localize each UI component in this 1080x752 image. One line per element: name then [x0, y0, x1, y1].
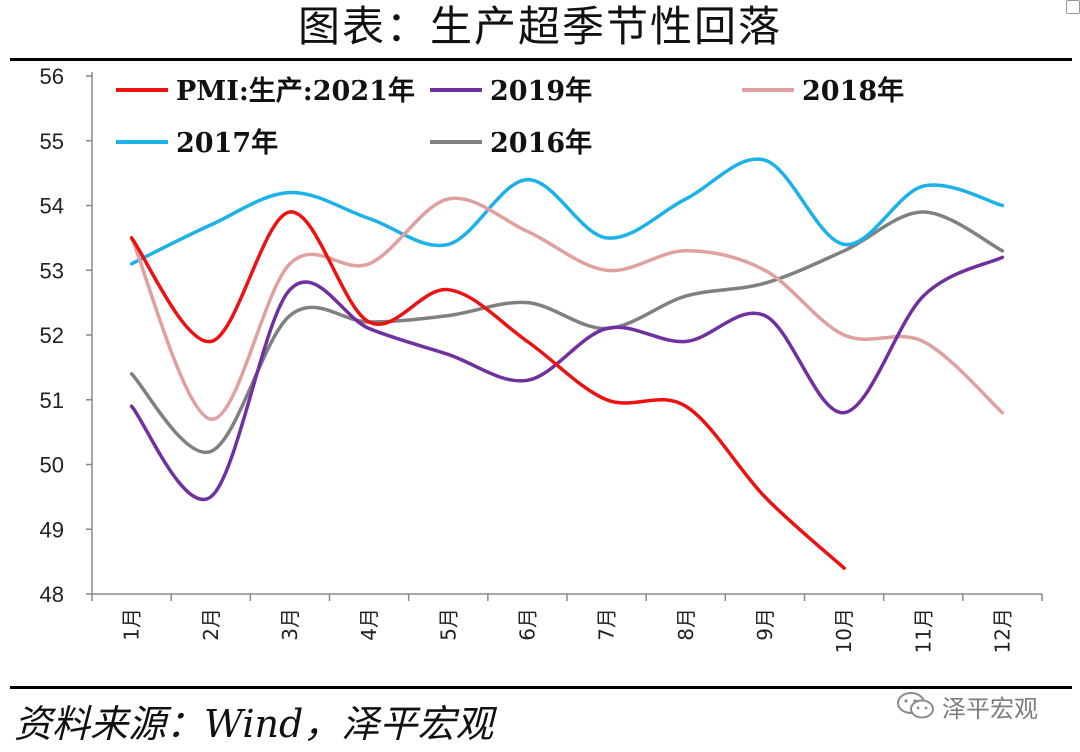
y-tick-label: 51	[40, 388, 64, 413]
legend-label: PMI:生产:2021年	[176, 75, 415, 107]
x-tick-label: 11月	[911, 608, 935, 653]
y-tick-label: 52	[40, 323, 64, 348]
chart-title: 图表：生产超季节性回落	[297, 2, 782, 51]
legend-label: 2017年	[176, 127, 278, 159]
y-tick-label: 56	[40, 64, 64, 89]
x-tick-label: 9月	[753, 608, 777, 641]
y-tick-label: 55	[40, 129, 64, 154]
top-rule	[10, 58, 1072, 61]
x-tick-label: 6月	[515, 608, 539, 641]
x-tick-label: 7月	[595, 608, 619, 641]
y-tick-label: 49	[40, 517, 64, 542]
x-tick-label: 10月	[832, 608, 856, 653]
x-tick-label: 12月	[990, 608, 1014, 653]
bottom-rule	[10, 686, 1072, 689]
series-line	[129, 210, 846, 570]
series-line	[129, 255, 1005, 502]
legend-label: 2019年	[490, 75, 592, 107]
source-note: 资料来源：Wind，泽平宏观	[14, 702, 494, 746]
series-line	[129, 157, 1005, 266]
x-tick-label: 8月	[674, 608, 698, 641]
y-tick-label: 48	[40, 582, 64, 607]
wechat-icon	[897, 692, 934, 719]
x-tick-label: 1月	[120, 608, 144, 641]
y-tick-label: 50	[40, 453, 64, 478]
x-tick-label: 3月	[278, 608, 302, 641]
y-tick-label: 53	[40, 258, 64, 283]
x-tick-label: 2月	[199, 608, 223, 641]
legend-label: 2018年	[802, 75, 904, 107]
watermark: 泽平宏观	[896, 686, 1038, 726]
legend-label: 2016年	[490, 127, 592, 159]
x-tick-label: 4月	[357, 608, 381, 641]
watermark-text: 泽平宏观	[942, 694, 1038, 723]
x-tick-label: 5月	[436, 608, 460, 641]
chart: 48 49 50 51 52 53 54 55 56 1月 2月 3月 4月 5月 6月 7月 8月 9月 10月 1…	[40, 64, 1043, 653]
series-line	[129, 196, 1005, 421]
y-tick-label: 54	[40, 194, 64, 219]
